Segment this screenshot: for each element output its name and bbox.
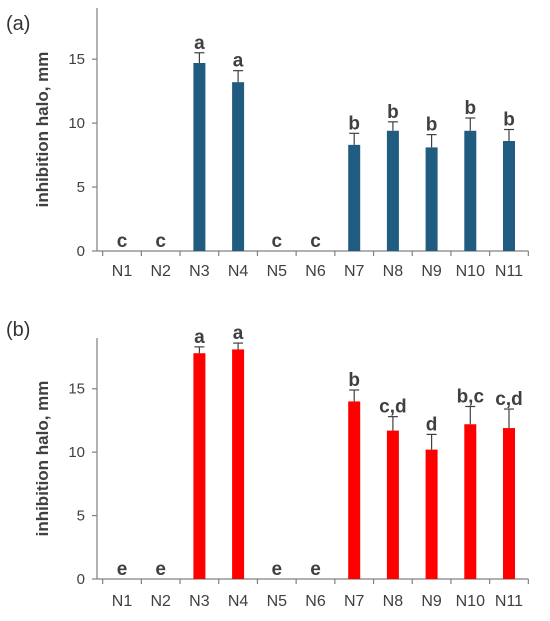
x-tick-label: N7 xyxy=(344,593,365,610)
significance-label: b xyxy=(503,110,515,131)
y-tick-label: 5 xyxy=(77,508,85,525)
significance-label: b xyxy=(426,115,438,136)
bar xyxy=(193,62,206,251)
x-tick-label: N2 xyxy=(150,263,171,280)
significance-label: b,c xyxy=(457,386,485,407)
significance-label: a xyxy=(233,323,244,344)
x-tick-label: N5 xyxy=(267,263,288,280)
y-axis-label: inhibition halo, mm xyxy=(33,381,52,537)
significance-label: e xyxy=(117,559,128,580)
bar xyxy=(386,130,399,251)
x-tick-label: N3 xyxy=(189,263,210,280)
x-tick-label: N9 xyxy=(421,593,442,610)
significance-label: b xyxy=(348,113,360,134)
x-tick-label: N3 xyxy=(189,593,210,610)
x-tick-label: N6 xyxy=(305,593,326,610)
y-tick-label: 0 xyxy=(77,571,85,588)
significance-label: c xyxy=(310,231,321,252)
x-tick-label: N9 xyxy=(421,263,442,280)
bar xyxy=(386,430,399,579)
y-tick-label: 15 xyxy=(68,51,85,68)
bar xyxy=(348,401,361,579)
bar xyxy=(193,353,206,579)
x-tick-label: N1 xyxy=(112,593,133,610)
x-tick-label: N6 xyxy=(305,263,326,280)
x-tick-label: N5 xyxy=(267,593,288,610)
significance-label: e xyxy=(155,559,166,580)
significance-label: b xyxy=(387,102,399,123)
significance-label: c,d xyxy=(379,397,406,418)
panel-a: (a)inhibition halo, mm 0 5 10 15 c N1 c N2 a N3 a N4… xyxy=(6,8,529,280)
bar xyxy=(464,130,477,251)
bar xyxy=(232,82,245,251)
panel-b: (b) inhibition halo, mm 0 5 10 15 e N1 e N2 a N3 a N4… xyxy=(6,319,529,610)
significance-label: d xyxy=(426,414,438,435)
bar xyxy=(425,147,438,251)
y-axis-label: inhibition halo, mm xyxy=(33,52,52,208)
significance-label: b xyxy=(464,98,476,119)
x-tick-label: N10 xyxy=(456,593,485,610)
panel-label: (a) xyxy=(6,13,30,35)
x-tick-label: N11 xyxy=(495,263,523,280)
bar xyxy=(503,141,515,251)
x-tick-label: N8 xyxy=(383,593,404,610)
significance-label: a xyxy=(233,51,244,72)
x-tick-label: N4 xyxy=(228,263,249,280)
bar xyxy=(348,144,361,251)
bar xyxy=(503,428,515,579)
bar xyxy=(464,424,477,579)
y-tick-label: 10 xyxy=(68,444,85,461)
significance-label: c xyxy=(272,231,283,252)
y-tick-label: 10 xyxy=(68,115,85,132)
y-tick-label: 15 xyxy=(68,381,85,398)
x-tick-label: N11 xyxy=(495,593,523,610)
significance-label: a xyxy=(194,33,205,54)
x-tick-label: N2 xyxy=(150,593,171,610)
significance-label: e xyxy=(310,559,321,580)
bar xyxy=(232,349,245,579)
x-tick-label: N7 xyxy=(344,263,365,280)
significance-label: e xyxy=(272,559,283,580)
panel-label: (b) xyxy=(6,319,30,341)
x-tick-label: N10 xyxy=(456,263,485,280)
y-tick-label: 5 xyxy=(77,179,85,196)
x-tick-label: N8 xyxy=(383,263,404,280)
significance-label: b xyxy=(348,370,360,391)
significance-label: c xyxy=(155,231,166,252)
x-tick-label: N1 xyxy=(112,263,133,280)
significance-label: c xyxy=(117,231,128,252)
significance-label: c,d xyxy=(495,389,522,410)
significance-label: a xyxy=(194,327,205,348)
bar xyxy=(425,449,438,579)
y-tick-label: 0 xyxy=(77,243,85,260)
x-tick-label: N4 xyxy=(228,593,249,610)
